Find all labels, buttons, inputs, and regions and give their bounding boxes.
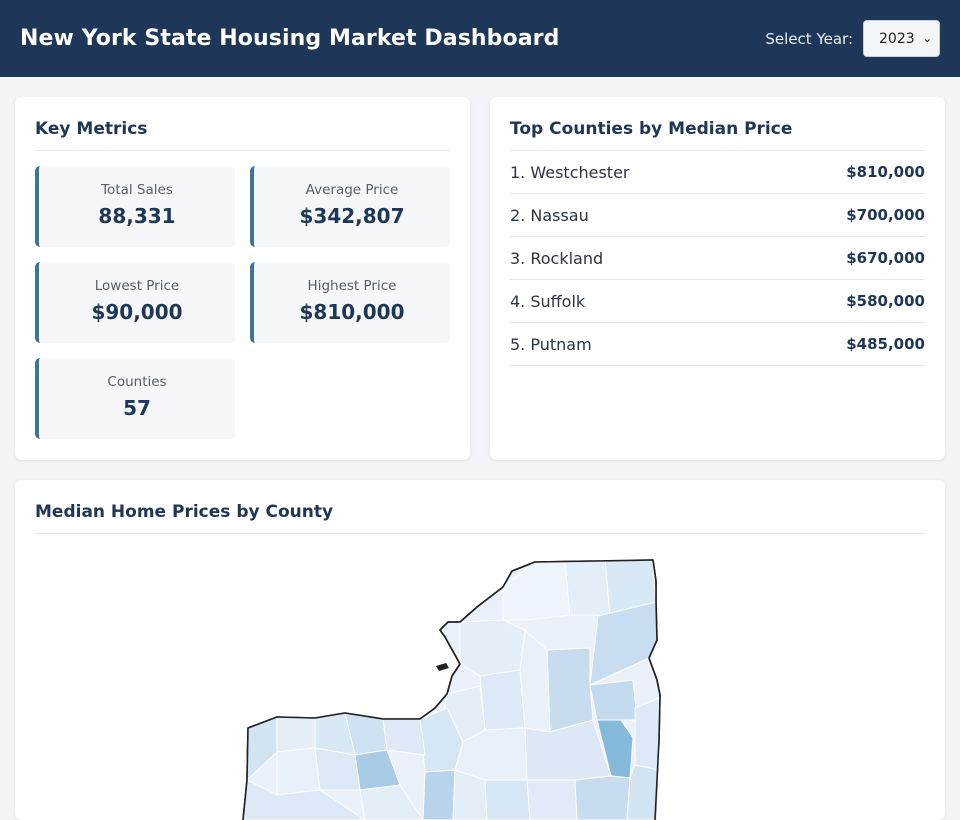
county-region — [626, 764, 660, 820]
metric-value: 88,331 — [98, 204, 176, 228]
state-border — [242, 559, 661, 820]
key-metrics-card: Key Metrics Total Sales 88,331 Average P… — [15, 97, 470, 460]
county-region — [276, 716, 316, 753]
county-region — [574, 775, 631, 820]
metric-value: $90,000 — [91, 300, 183, 324]
metric-average-price: Average Price $342,807 — [250, 166, 450, 247]
top-counties-card: Top Counties by Median Price 1. Westches… — [490, 97, 945, 460]
metric-label: Total Sales — [101, 182, 173, 198]
county-price: $485,000 — [846, 335, 925, 353]
county-row: 5. Putnam $485,000 — [510, 323, 925, 366]
county-row: 2. Nassau $700,000 — [510, 194, 925, 237]
year-selector: Select Year: 2023 ⌄ — [765, 20, 940, 57]
county-row: 1. Westchester $810,000 — [510, 151, 925, 194]
county-price: $810,000 — [846, 163, 925, 181]
island-shape — [436, 663, 449, 671]
county-region — [484, 779, 531, 820]
page-title: New York State Housing Market Dashboard — [20, 26, 560, 51]
header-bar: New York State Housing Market Dashboard … — [0, 0, 960, 77]
county-row: 3. Rockland $670,000 — [510, 237, 925, 280]
top-counties-title: Top Counties by Median Price — [510, 119, 925, 151]
county-region — [382, 718, 426, 756]
county-map-title: Median Home Prices by County — [35, 502, 925, 534]
county-price: $670,000 — [846, 249, 925, 267]
metric-value: $342,807 — [299, 204, 405, 228]
year-dropdown-value: 2023 — [879, 30, 915, 47]
county-region — [634, 697, 660, 771]
metric-label: Highest Price — [307, 278, 397, 294]
year-dropdown[interactable]: 2023 ⌄ — [863, 20, 940, 57]
year-label: Select Year: — [765, 29, 853, 48]
county-region — [422, 769, 456, 820]
county-region — [596, 719, 634, 779]
metric-lowest-price: Lowest Price $90,000 — [35, 262, 235, 343]
metric-highest-price: Highest Price $810,000 — [250, 262, 450, 343]
county-region — [276, 747, 321, 796]
county-name: 2. Nassau — [510, 205, 589, 225]
metric-label: Counties — [107, 374, 167, 390]
county-choropleth-map — [242, 559, 661, 820]
county-name: 4. Suffolk — [510, 291, 586, 311]
county-price: $700,000 — [846, 206, 925, 224]
metric-value: 57 — [123, 396, 151, 420]
metric-label: Lowest Price — [94, 278, 180, 294]
county-name: 1. Westchester — [510, 162, 630, 182]
county-name: 5. Putnam — [510, 334, 592, 354]
county-region — [459, 619, 526, 677]
county-region — [564, 559, 611, 616]
county-map-card: Median Home Prices by County — [15, 480, 945, 820]
chevron-down-icon: ⌄ — [922, 32, 932, 45]
county-region — [526, 779, 578, 820]
county-region — [589, 679, 638, 721]
county-region — [546, 647, 594, 733]
metric-value: $810,000 — [299, 300, 405, 324]
metric-total-sales: Total Sales 88,331 — [35, 166, 235, 247]
county-name: 3. Rockland — [510, 248, 604, 268]
metric-label: Average Price — [305, 182, 399, 198]
metric-counties: Counties 57 — [35, 358, 235, 439]
key-metrics-title: Key Metrics — [35, 119, 450, 151]
county-region — [479, 669, 526, 731]
county-region — [314, 747, 361, 791]
county-row: 4. Suffolk $580,000 — [510, 280, 925, 323]
county-price: $580,000 — [846, 292, 925, 310]
